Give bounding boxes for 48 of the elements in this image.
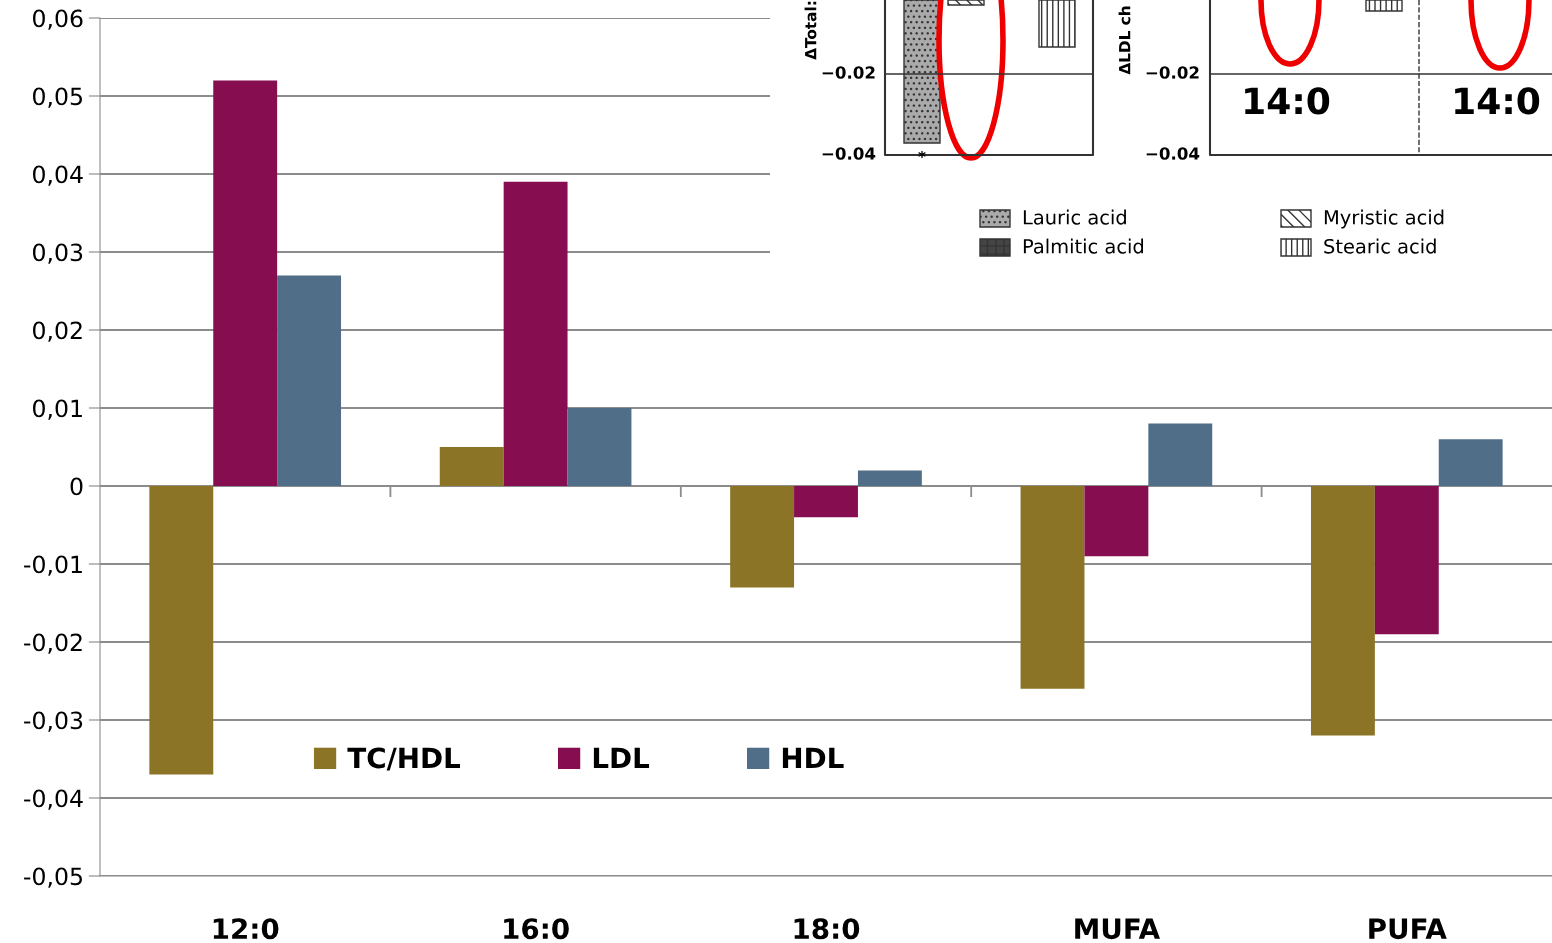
y-tick-label: 0,01 bbox=[33, 399, 82, 420]
bar bbox=[1310, 486, 1375, 736]
y-tick-label: -0,01 bbox=[24, 555, 82, 576]
bar bbox=[730, 486, 795, 588]
bar bbox=[1438, 439, 1503, 486]
annotation: Lauric acid bbox=[1023, 209, 1126, 225]
annotation: −0.02 bbox=[1146, 66, 1199, 79]
x-tick-label: MUFA bbox=[1075, 918, 1160, 940]
annotation: Myristic acid bbox=[1324, 209, 1444, 229]
x-tick-label: 18:0 bbox=[794, 918, 860, 940]
x-tick-label: PUFA bbox=[1369, 918, 1447, 940]
bar bbox=[1084, 486, 1149, 557]
bar bbox=[1374, 486, 1439, 635]
y-tick-label: 0,02 bbox=[33, 321, 82, 342]
bar bbox=[1020, 486, 1085, 689]
y-tick-label: 0,06 bbox=[33, 9, 83, 30]
bar bbox=[213, 80, 278, 486]
y-tick-label: 0,03 bbox=[33, 243, 83, 264]
y-tick-label: -0,05 bbox=[24, 867, 82, 888]
bar bbox=[857, 470, 922, 486]
bar bbox=[503, 181, 568, 486]
y-tick-label: 0 bbox=[70, 477, 83, 496]
y-tick-label: -0,03 bbox=[24, 711, 83, 732]
annotation: * bbox=[918, 150, 926, 158]
bar bbox=[794, 486, 858, 518]
x-tick-label: 12:0 bbox=[213, 918, 279, 940]
annotation: 14:0 bbox=[1455, 87, 1540, 115]
legend-label: TC/HDL bbox=[347, 747, 461, 771]
y-tick-label: 0,05 bbox=[33, 87, 82, 108]
annotation: −0.04 bbox=[1146, 147, 1200, 160]
annotation: Stearic acid bbox=[1324, 238, 1436, 254]
x-tick-label: 16:0 bbox=[504, 918, 569, 940]
legend-label: LDL bbox=[593, 747, 650, 768]
y-tick-label: -0,04 bbox=[24, 789, 83, 810]
legend-label: HDL bbox=[782, 747, 844, 768]
annotation: −0.02 bbox=[822, 66, 875, 79]
annotation: ΔTotal: bbox=[804, 1, 817, 60]
bar bbox=[277, 275, 342, 486]
bar bbox=[1148, 423, 1213, 486]
y-tick-label: 0,04 bbox=[33, 165, 83, 186]
bar bbox=[567, 408, 632, 486]
bar bbox=[149, 486, 214, 775]
y-tick-label: -0,02 bbox=[24, 633, 82, 654]
bar bbox=[439, 447, 504, 486]
annotation: Palmitic acid bbox=[1023, 238, 1143, 254]
annotation: −0.04 bbox=[822, 147, 876, 160]
annotation: ΔLDL ch bbox=[1118, 6, 1131, 75]
annotation: 14:0 bbox=[1245, 87, 1330, 115]
